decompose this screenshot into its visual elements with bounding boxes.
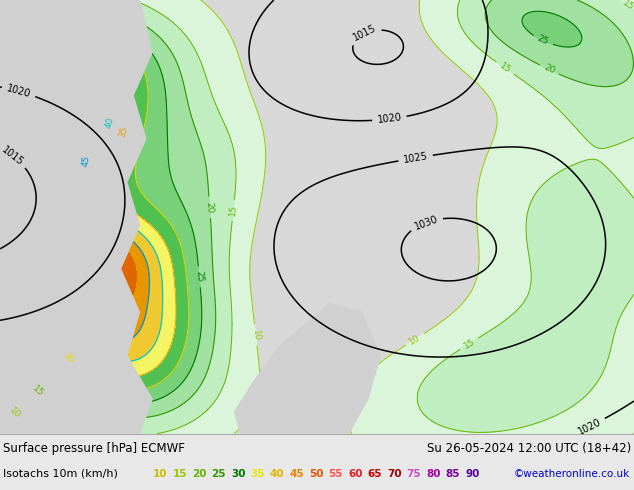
Text: 15: 15 — [621, 0, 634, 13]
Text: 25: 25 — [212, 469, 226, 479]
Text: 35: 35 — [250, 469, 265, 479]
Text: 1015: 1015 — [351, 23, 378, 43]
Text: 45: 45 — [290, 469, 304, 479]
Text: 20: 20 — [192, 469, 207, 479]
Text: 35: 35 — [117, 125, 129, 139]
Text: 1020: 1020 — [377, 113, 403, 125]
Text: 1015: 1015 — [0, 145, 25, 168]
Polygon shape — [0, 0, 152, 434]
Text: 1020: 1020 — [576, 416, 603, 436]
Text: 15: 15 — [31, 384, 46, 398]
Text: 50: 50 — [309, 469, 323, 479]
Text: 15: 15 — [462, 337, 476, 350]
Text: Isotachs 10m (km/h): Isotachs 10m (km/h) — [3, 469, 118, 479]
Text: 80: 80 — [426, 469, 441, 479]
Text: 20: 20 — [542, 63, 556, 76]
Text: Su 26-05-2024 12:00 UTC (18+42): Su 26-05-2024 12:00 UTC (18+42) — [427, 442, 631, 455]
Text: 70: 70 — [387, 469, 401, 479]
Text: 55: 55 — [328, 469, 343, 479]
Text: 85: 85 — [446, 469, 460, 479]
Polygon shape — [235, 304, 380, 434]
Text: 65: 65 — [368, 469, 382, 479]
Text: 90: 90 — [465, 469, 479, 479]
Text: 60: 60 — [348, 469, 363, 479]
Text: 75: 75 — [406, 469, 421, 479]
Text: 30: 30 — [61, 351, 75, 366]
Text: 40: 40 — [270, 469, 285, 479]
Text: Surface pressure [hPa] ECMWF: Surface pressure [hPa] ECMWF — [3, 442, 185, 455]
Text: 1030: 1030 — [413, 214, 439, 231]
Text: 20: 20 — [205, 201, 214, 214]
Text: 15: 15 — [228, 204, 238, 217]
Text: 45: 45 — [81, 155, 91, 168]
Text: 10: 10 — [153, 469, 167, 479]
Text: ©weatheronline.co.uk: ©weatheronline.co.uk — [514, 469, 630, 479]
Text: 40: 40 — [103, 117, 115, 130]
Text: 30: 30 — [231, 469, 245, 479]
Text: 1020: 1020 — [6, 83, 32, 99]
Text: 25: 25 — [194, 271, 204, 283]
Text: 1025: 1025 — [403, 151, 429, 165]
Text: 10: 10 — [250, 329, 261, 341]
Text: 25: 25 — [536, 34, 550, 47]
Text: 10: 10 — [8, 406, 22, 420]
Text: 15: 15 — [498, 61, 512, 75]
Text: 15: 15 — [172, 469, 187, 479]
Text: 10: 10 — [408, 333, 422, 346]
